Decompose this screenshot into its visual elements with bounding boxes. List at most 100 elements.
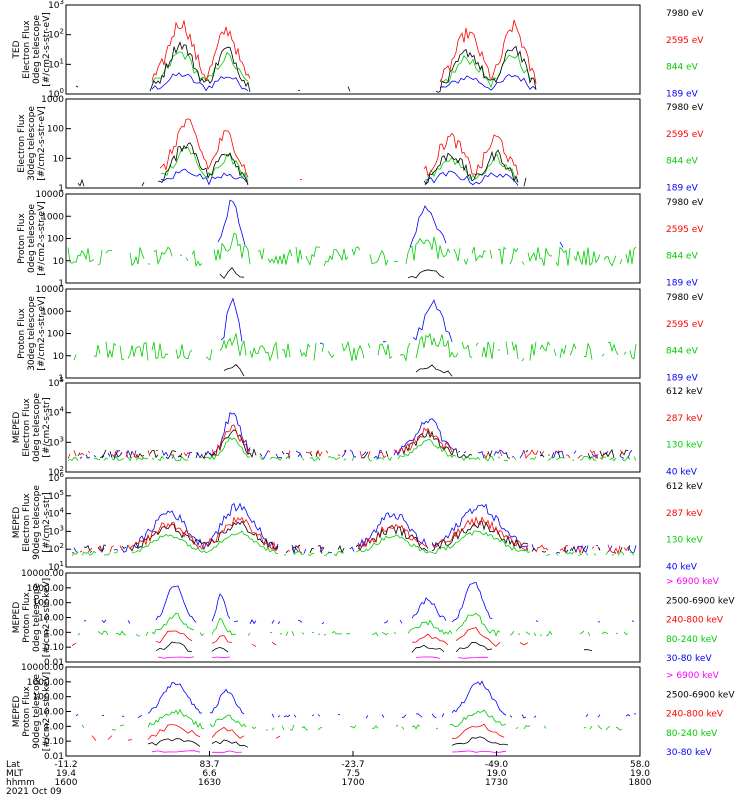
y-axis-label-line: Electron Flux: [17, 114, 27, 173]
legend-entry: 30-80 keV: [666, 654, 712, 664]
legend-entry: 844 eV: [666, 157, 699, 167]
y-axis-label-line: 0deg telescope: [32, 393, 42, 463]
x-tick-label-lat: -23.7: [341, 760, 364, 770]
series-trace-189ev: [152, 73, 593, 92]
series-trace-189ev: [160, 168, 519, 186]
legend-entry: 189 eV: [666, 279, 699, 289]
legend-entry: 40 keV: [666, 468, 698, 478]
y-axis-label-line: [#/cm2-s-str]: [42, 397, 52, 457]
y-axis-label: Electron Flux 30deg telescope [#/cm2-s-str…: [17, 106, 47, 181]
series-trace-844ev: [151, 51, 537, 89]
y-axis-label-line: [#/cm2-s-str-keV]: [42, 672, 52, 751]
y-tick-label: 100: [47, 125, 64, 135]
y-axis-label-line: Proton Flux: [17, 308, 27, 359]
y-axis-label-line: MEPED: [12, 602, 22, 634]
y-axis-label-line: [#/cm2-s-str-eV]: [37, 296, 47, 371]
x-tick-label-lat: -49.0: [485, 760, 509, 770]
series-trace-240-800kev: [92, 724, 636, 741]
y-axis-label-line: Electron Flux: [22, 398, 32, 457]
panel-frame: [65, 288, 641, 379]
y-axis-label-line: Electron Flux: [22, 493, 32, 552]
legend-entry: 30-80 keV: [666, 748, 712, 758]
x-row-label: hhmm: [6, 778, 35, 788]
series-trace-130kev: [71, 530, 635, 557]
legend-entry: 7980 eV: [666, 293, 704, 303]
series-trace-80-240kev: [82, 710, 636, 731]
series-trace-40kev: [73, 502, 637, 554]
y-tick-label: 105: [48, 376, 64, 389]
y-tick-label: 10000.00: [21, 663, 64, 673]
y-tick-label: 10: [53, 257, 65, 267]
legend-entry: 80-240 keV: [666, 729, 718, 739]
series-trace-844ev: [161, 148, 572, 185]
panel-8: 0.010.101.0010.00100.001000.0010000.00ME…: [12, 663, 735, 762]
series-trace-189ev: [221, 299, 620, 349]
legend-entry: 130 keV: [666, 441, 703, 451]
series-trace-80-240kev: [78, 613, 634, 636]
series-trace-40kev: [80, 413, 636, 459]
legend-entry: 2595 eV: [666, 36, 704, 46]
x-tick-label-hhmm: 1600: [55, 778, 78, 788]
x-tick-label-hhmm: 1730: [485, 778, 508, 788]
panel-frame: [65, 4, 641, 95]
y-tick-label: 1.00: [44, 628, 64, 638]
x-tick-label-hhmm: 1800: [629, 778, 652, 788]
y-axis-label: TED Electron Flux 0deg telescope [#/cm2-s-s…: [12, 12, 52, 87]
panel-frame: [65, 572, 641, 663]
x-row-label: Lat: [6, 760, 21, 770]
series-trace-30-80kev: [83, 581, 635, 625]
series-trace-2500-6900kev: [148, 737, 552, 748]
y-tick-label: 10000.00: [21, 569, 64, 579]
y-tick-label: 10.00: [38, 614, 64, 624]
legend-entry: 7980 eV: [666, 103, 704, 113]
y-axis-label: Proton Flux 0deg telescope [#/cm2-s-str-eV…: [17, 201, 47, 276]
date-label: 2021 Oct 09: [6, 787, 62, 797]
legend-entry: 80-240 keV: [666, 635, 718, 645]
legend-entry: 7980 eV: [666, 9, 704, 19]
y-axis-label-line: [#/cm2-s-str-eV]: [37, 201, 47, 276]
y-tick-label: 1000: [41, 212, 64, 222]
panel-frame: [65, 193, 641, 284]
y-tick-label: 0.10: [44, 643, 64, 653]
y-axis-label-line: Electron Flux: [22, 20, 32, 79]
series-trace-2500-6900kev: [155, 641, 593, 653]
legend-entry: 240-800 keV: [666, 616, 724, 626]
legend-entry: 2500-6900 keV: [666, 596, 735, 606]
y-axis-label: MEPED Proton Flux 90deg telescope [#/cm2-s-…: [12, 672, 52, 751]
y-axis-label-line: 0deg telescope: [27, 204, 37, 274]
series-trace-189ev: [218, 200, 623, 254]
y-tick-label: 1: [58, 374, 64, 384]
legend-entry: 2595 eV: [666, 130, 704, 140]
y-axis-label-line: Proton Flux: [22, 686, 32, 737]
series-trace-844ev: [67, 232, 637, 268]
y-tick-label: 0.01: [44, 752, 64, 762]
legend-entry: 2595 eV: [666, 225, 704, 235]
series-trace-2595ev: [160, 119, 590, 180]
y-tick-label: 100.00: [33, 599, 65, 609]
x-tick-label-lat: 83.7: [199, 760, 219, 770]
legend-entry: 2595 eV: [666, 320, 704, 330]
panel-7: 0.010.101.0010.00100.001000.0010000.00ME…: [12, 569, 735, 668]
y-tick-label: 100: [47, 330, 64, 340]
y-tick-label: 1: [58, 279, 64, 289]
y-axis-label-line: 90deg telescope: [32, 674, 42, 749]
legend-entry: 844 eV: [666, 347, 699, 357]
y-axis-label-line: TED: [12, 40, 22, 59]
y-axis-label-line: [#/cm2-s-str-keV]: [42, 578, 52, 657]
series-trace-287kev: [68, 425, 636, 459]
y-tick-label: 1000: [41, 95, 64, 105]
series-trace-7980ev: [220, 268, 544, 281]
y-tick-label: 10000: [35, 285, 64, 295]
y-axis-label-line: Proton Flux: [22, 592, 32, 643]
panel-frame: [65, 98, 641, 189]
y-axis-label-line: 30deg telescope: [27, 296, 37, 371]
y-axis-label-line: MEPED: [12, 507, 22, 539]
series-trace-7980ev: [76, 42, 636, 92]
